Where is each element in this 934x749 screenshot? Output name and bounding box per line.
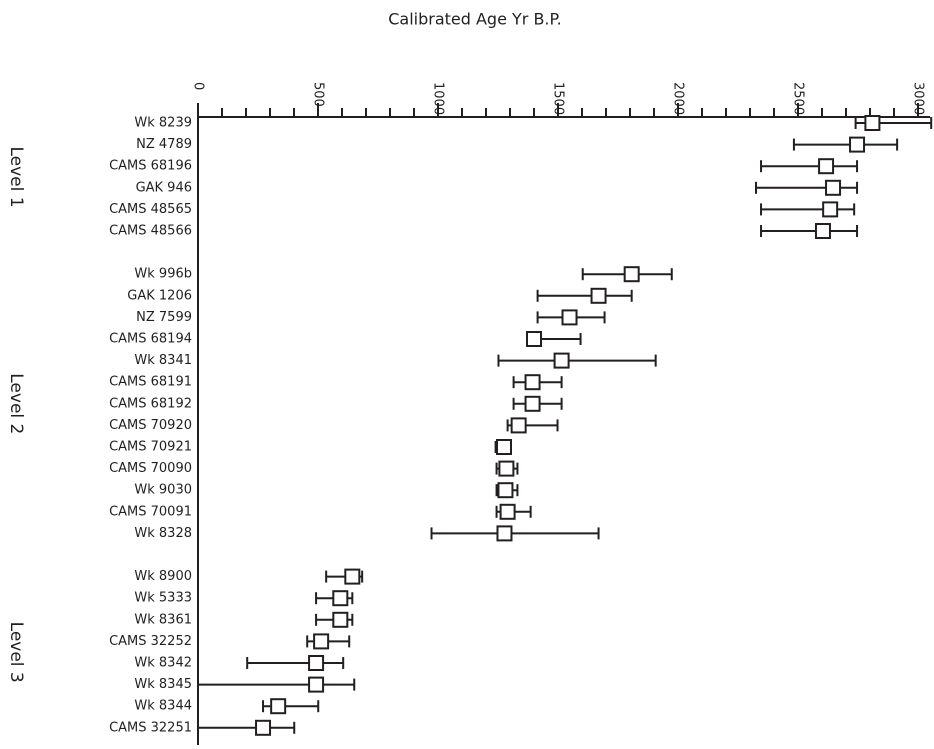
sample-label: Wk 996b <box>134 267 192 282</box>
age-marker <box>818 158 835 175</box>
age-marker <box>524 395 541 412</box>
age-marker <box>825 179 842 196</box>
sample-label: NZ 4789 <box>136 137 192 152</box>
age-marker <box>496 525 513 542</box>
sample-label: CAMS 32251 <box>109 720 192 735</box>
age-marker <box>526 331 542 347</box>
level-label: Level 1 <box>6 146 26 207</box>
age-marker <box>497 482 514 499</box>
sample-label: GAK 946 <box>136 180 192 195</box>
age-marker <box>590 287 607 304</box>
sample-label: Wk 8239 <box>134 116 192 131</box>
age-marker <box>255 719 272 736</box>
age-marker <box>498 460 515 477</box>
x-tick-label: 1500 <box>551 82 566 115</box>
age-marker <box>332 611 349 628</box>
sample-label: Wk 8328 <box>134 526 192 541</box>
sample-label: Wk 9030 <box>134 483 192 498</box>
sample-label: CAMS 32252 <box>109 634 192 649</box>
x-tick-label: 3000 <box>911 82 926 115</box>
sample-label: Wk 8341 <box>134 353 192 368</box>
sample-label: Wk 8900 <box>134 569 192 584</box>
sample-label: CAMS 70920 <box>109 418 192 433</box>
x-tick-label: 0 <box>191 82 206 90</box>
age-marker <box>849 136 866 153</box>
age-marker <box>499 503 516 520</box>
age-marker <box>814 223 831 239</box>
sample-label: NZ 7599 <box>136 310 192 325</box>
x-tick-label: 500 <box>311 82 326 107</box>
age-marker <box>270 698 287 715</box>
sample-label: GAK 1206 <box>127 288 192 303</box>
sample-label: Wk 5333 <box>134 591 192 606</box>
sample-label: CAMS 70921 <box>109 440 192 455</box>
sample-label: CAMS 48565 <box>109 202 192 217</box>
sample-label: CAMS 70090 <box>109 461 192 476</box>
age-marker <box>561 309 578 326</box>
sample-label: CAMS 68191 <box>109 375 192 390</box>
age-marker <box>496 439 512 455</box>
x-tick-label: 2000 <box>671 82 686 115</box>
sample-label: CAMS 68194 <box>109 332 192 347</box>
sample-label: CAMS 68196 <box>109 159 192 174</box>
level-label: Level 2 <box>6 373 26 434</box>
x-tick-label: 2500 <box>791 82 806 115</box>
x-tick-label: 1000 <box>431 82 446 115</box>
sample-label: CAMS 68192 <box>109 396 192 411</box>
age-marker <box>822 201 839 218</box>
chart-title: Calibrated Age Yr B.P. <box>388 10 562 29</box>
age-marker <box>524 374 541 391</box>
sample-label: CAMS 48566 <box>109 224 192 239</box>
age-marker <box>308 676 325 693</box>
level-label: Level 3 <box>6 622 26 683</box>
age-marker <box>510 417 527 434</box>
sample-label: CAMS 70091 <box>109 504 192 519</box>
sample-label: Wk 8345 <box>134 677 192 692</box>
age-marker <box>864 115 881 131</box>
sample-label: Wk 8361 <box>134 612 192 627</box>
sample-label: Wk 8342 <box>134 656 192 671</box>
age-marker <box>313 633 330 650</box>
age-marker <box>308 655 325 671</box>
age-marker <box>344 568 361 585</box>
age-marker <box>332 590 349 607</box>
age-marker <box>623 266 640 283</box>
sample-label: Wk 8344 <box>134 699 192 714</box>
age-marker <box>553 352 570 369</box>
